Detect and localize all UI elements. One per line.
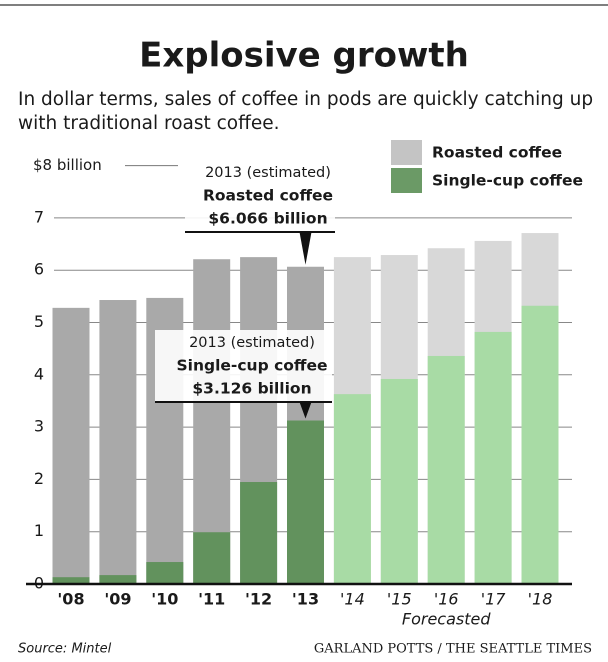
y-tick-label: 3 (34, 417, 44, 436)
y-tick-label: 4 (34, 364, 44, 383)
y-tick-label: 5 (34, 312, 44, 331)
bar (52, 577, 90, 584)
subtitle: In dollar terms, sales of coffee in pods… (18, 89, 593, 110)
bar (193, 532, 231, 584)
y-tick-label: 6 (34, 260, 44, 279)
bar (474, 331, 512, 584)
x-tick-label: '14 (340, 590, 365, 609)
annotation-name: Single-cup coffee (177, 357, 328, 375)
annotation-pointer (299, 402, 312, 419)
bar (287, 420, 324, 584)
value-label: $6.066 billion (208, 210, 327, 228)
x-tick-label: '15 (387, 590, 412, 609)
x-tick-label: '18 (528, 590, 553, 609)
x-tick-label: '12 (245, 590, 272, 609)
annotation-name: Roasted coffee (203, 187, 333, 205)
bar (146, 562, 184, 584)
legend-label: Single-cup coffee (432, 172, 583, 190)
x-tick-label: '17 (481, 590, 507, 609)
x-tick-label: '11 (198, 590, 225, 609)
legend-label: Roasted coffee (432, 144, 562, 162)
annotation-box (155, 330, 332, 402)
x-tick-label: '08 (57, 590, 84, 609)
legend-swatch (391, 140, 422, 165)
source: Source: Mintel (18, 642, 112, 657)
x-tick-label: '09 (104, 590, 131, 609)
y-tick-label: 7 (34, 207, 44, 226)
x-tick-label: '10 (151, 590, 178, 609)
subtitle: with traditional roast coffee. (18, 113, 280, 134)
bar (521, 305, 559, 584)
x-tick-label: '13 (292, 590, 319, 609)
forecast-label: Forecasted (402, 610, 491, 629)
credit: GARLAND POTTS / THE SEATTLE TIMES (314, 642, 592, 657)
y-tick-label: $8 billion (33, 156, 102, 174)
bar (99, 300, 137, 584)
bar (240, 482, 278, 584)
annotation-box (185, 160, 335, 232)
annotation-pointer (299, 232, 312, 265)
legend-swatch (391, 168, 422, 193)
annotation-note: 2013 (estimated) (189, 335, 315, 351)
bar (52, 307, 90, 584)
value-label: $3.126 billion (192, 380, 311, 398)
y-tick-label: 2 (34, 469, 44, 488)
bar (427, 355, 465, 584)
bar (99, 575, 137, 584)
bar (333, 394, 371, 584)
annotation-note: 2013 (estimated) (205, 165, 331, 181)
y-tick-label: 1 (34, 521, 44, 540)
bar (193, 259, 231, 584)
x-tick-label: '16 (434, 590, 459, 609)
chart-title: Explosive growth (139, 36, 469, 76)
bar (380, 378, 418, 584)
